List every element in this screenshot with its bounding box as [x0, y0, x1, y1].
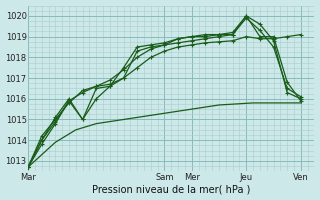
X-axis label: Pression niveau de la mer( hPa ): Pression niveau de la mer( hPa ): [92, 184, 251, 194]
